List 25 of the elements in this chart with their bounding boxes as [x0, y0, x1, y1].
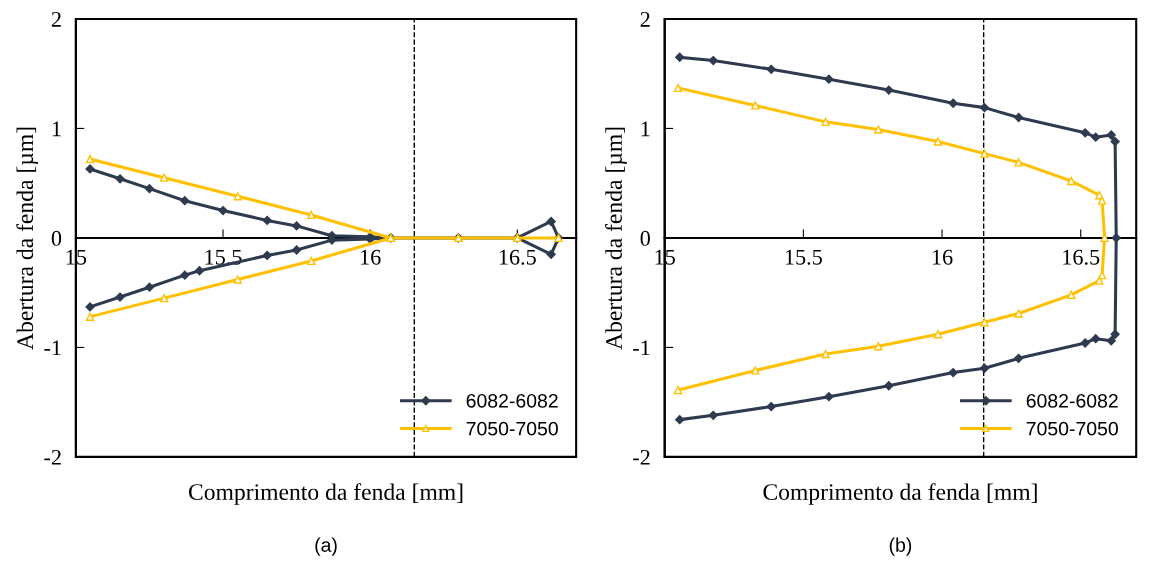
y-tick-label: 2 [640, 11, 650, 27]
legend-label: 6082-6082 [1026, 393, 1118, 408]
y-tick-label: 0 [640, 230, 650, 246]
x-tick-label: 16 [932, 249, 953, 265]
legend-label: 6082-6082 [466, 393, 558, 408]
y-tick-label: 1 [641, 121, 650, 137]
y-tick-label: -2 [633, 449, 650, 465]
x-tick-label: 16.5 [1063, 249, 1100, 265]
x-axis-title: Comprimento da fenda [mm] [763, 483, 1037, 505]
y-axis-title: Abertura da fenda [µm] [16, 127, 38, 350]
legend-label: 7050-7050 [466, 421, 558, 436]
text: (a) [315, 537, 337, 556]
x-tick-label: 16 [361, 249, 381, 265]
y-tick-label: -1 [633, 340, 650, 356]
y-tick-label: 2 [51, 11, 61, 27]
y-axis-title: Abertura da fenda [µm] [605, 127, 627, 350]
text: (b) [889, 537, 912, 556]
x-tick-label: 15.5 [785, 249, 822, 265]
x-tick-label: 16.5 [499, 249, 536, 265]
y-tick-label: -2 [44, 449, 61, 465]
x-axis-title: Comprimento da fenda [mm] [188, 483, 463, 505]
y-tick-label: 0 [51, 230, 62, 246]
y-tick-label: 1 [52, 121, 61, 137]
y-tick-label: -1 [44, 340, 61, 356]
legend-label: 7050-7050 [1026, 421, 1118, 436]
